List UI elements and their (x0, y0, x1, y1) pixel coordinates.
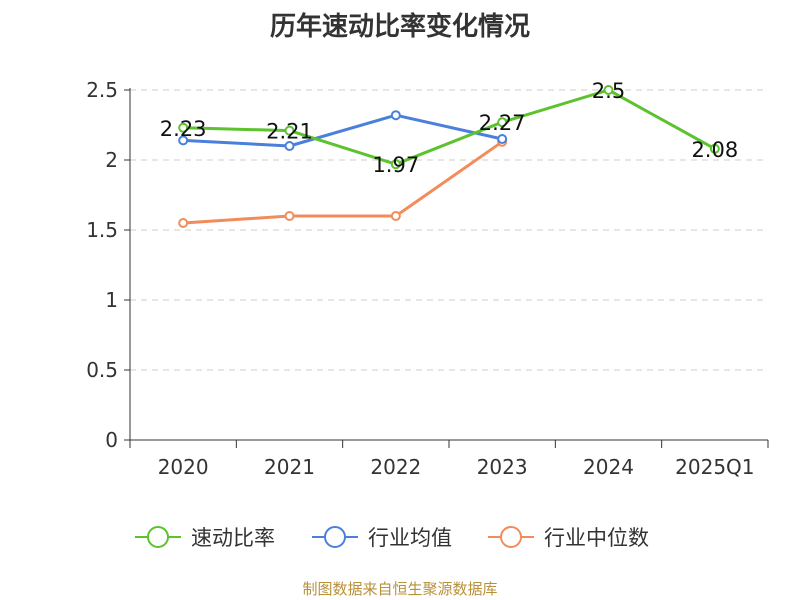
series-line-2 (183, 140, 504, 225)
data-labels: 2.23 2.21 1.97 2.27 2.5 2.08 (160, 79, 738, 177)
legend: 速动比率 行业均值 行业中位数 (135, 526, 649, 550)
data-point (603, 85, 614, 95)
x-tick-label: 2022 (370, 455, 421, 479)
y-tick-label: 1 (105, 288, 118, 312)
data-point (390, 159, 401, 170)
legend-marker-1 (324, 526, 346, 548)
data-point (284, 211, 295, 221)
y-tick-label: 1.5 (86, 218, 118, 242)
legend-label-1: 行业均值 (368, 526, 452, 550)
y-tick-label: 2 (105, 148, 118, 172)
series-line-0 (183, 88, 716, 166)
y-tick-label: 0 (105, 428, 118, 452)
data-point (390, 211, 401, 221)
data-point (284, 141, 295, 151)
data-label: 2.5 (592, 79, 625, 103)
data-point (178, 122, 189, 133)
legend-marker-2 (500, 526, 522, 548)
legend-label-2: 行业中位数 (544, 526, 649, 550)
data-label: 2.21 (266, 120, 313, 144)
data-point (497, 134, 508, 144)
x-tick-label: 2020 (158, 455, 209, 479)
grid-lines (130, 89, 768, 371)
data-label: 2.27 (479, 111, 526, 135)
data-point (178, 218, 189, 228)
legend-marker-0 (147, 526, 169, 548)
series-line-1 (183, 113, 503, 148)
data-point (390, 110, 401, 121)
axes: 0 0.5 1 1.5 2 2.5 2020 2021 2022 2023 2024 2025Q1 (86, 78, 769, 479)
data-point (284, 125, 295, 136)
x-tick-label: 2024 (583, 455, 634, 479)
data-label: 1.97 (372, 153, 419, 177)
x-tick-label: 2025Q1 (675, 455, 754, 479)
series-lines (178, 85, 720, 228)
chart-title: 历年速动比率变化情况 (269, 12, 530, 42)
data-source-note: 制图数据来自恒生聚源数据库 (302, 580, 498, 598)
x-tick-label: 2023 (477, 455, 528, 479)
x-tick-label: 2021 (264, 455, 315, 479)
data-point (178, 135, 189, 146)
y-tick-label: 2.5 (86, 78, 118, 102)
data-point (497, 117, 508, 128)
data-point (709, 143, 720, 154)
y-tick-label: 0.5 (86, 358, 118, 382)
legend-label-0: 速动比率 (191, 526, 275, 550)
data-label: 2.23 (160, 117, 207, 141)
data-label: 2.08 (691, 138, 738, 162)
